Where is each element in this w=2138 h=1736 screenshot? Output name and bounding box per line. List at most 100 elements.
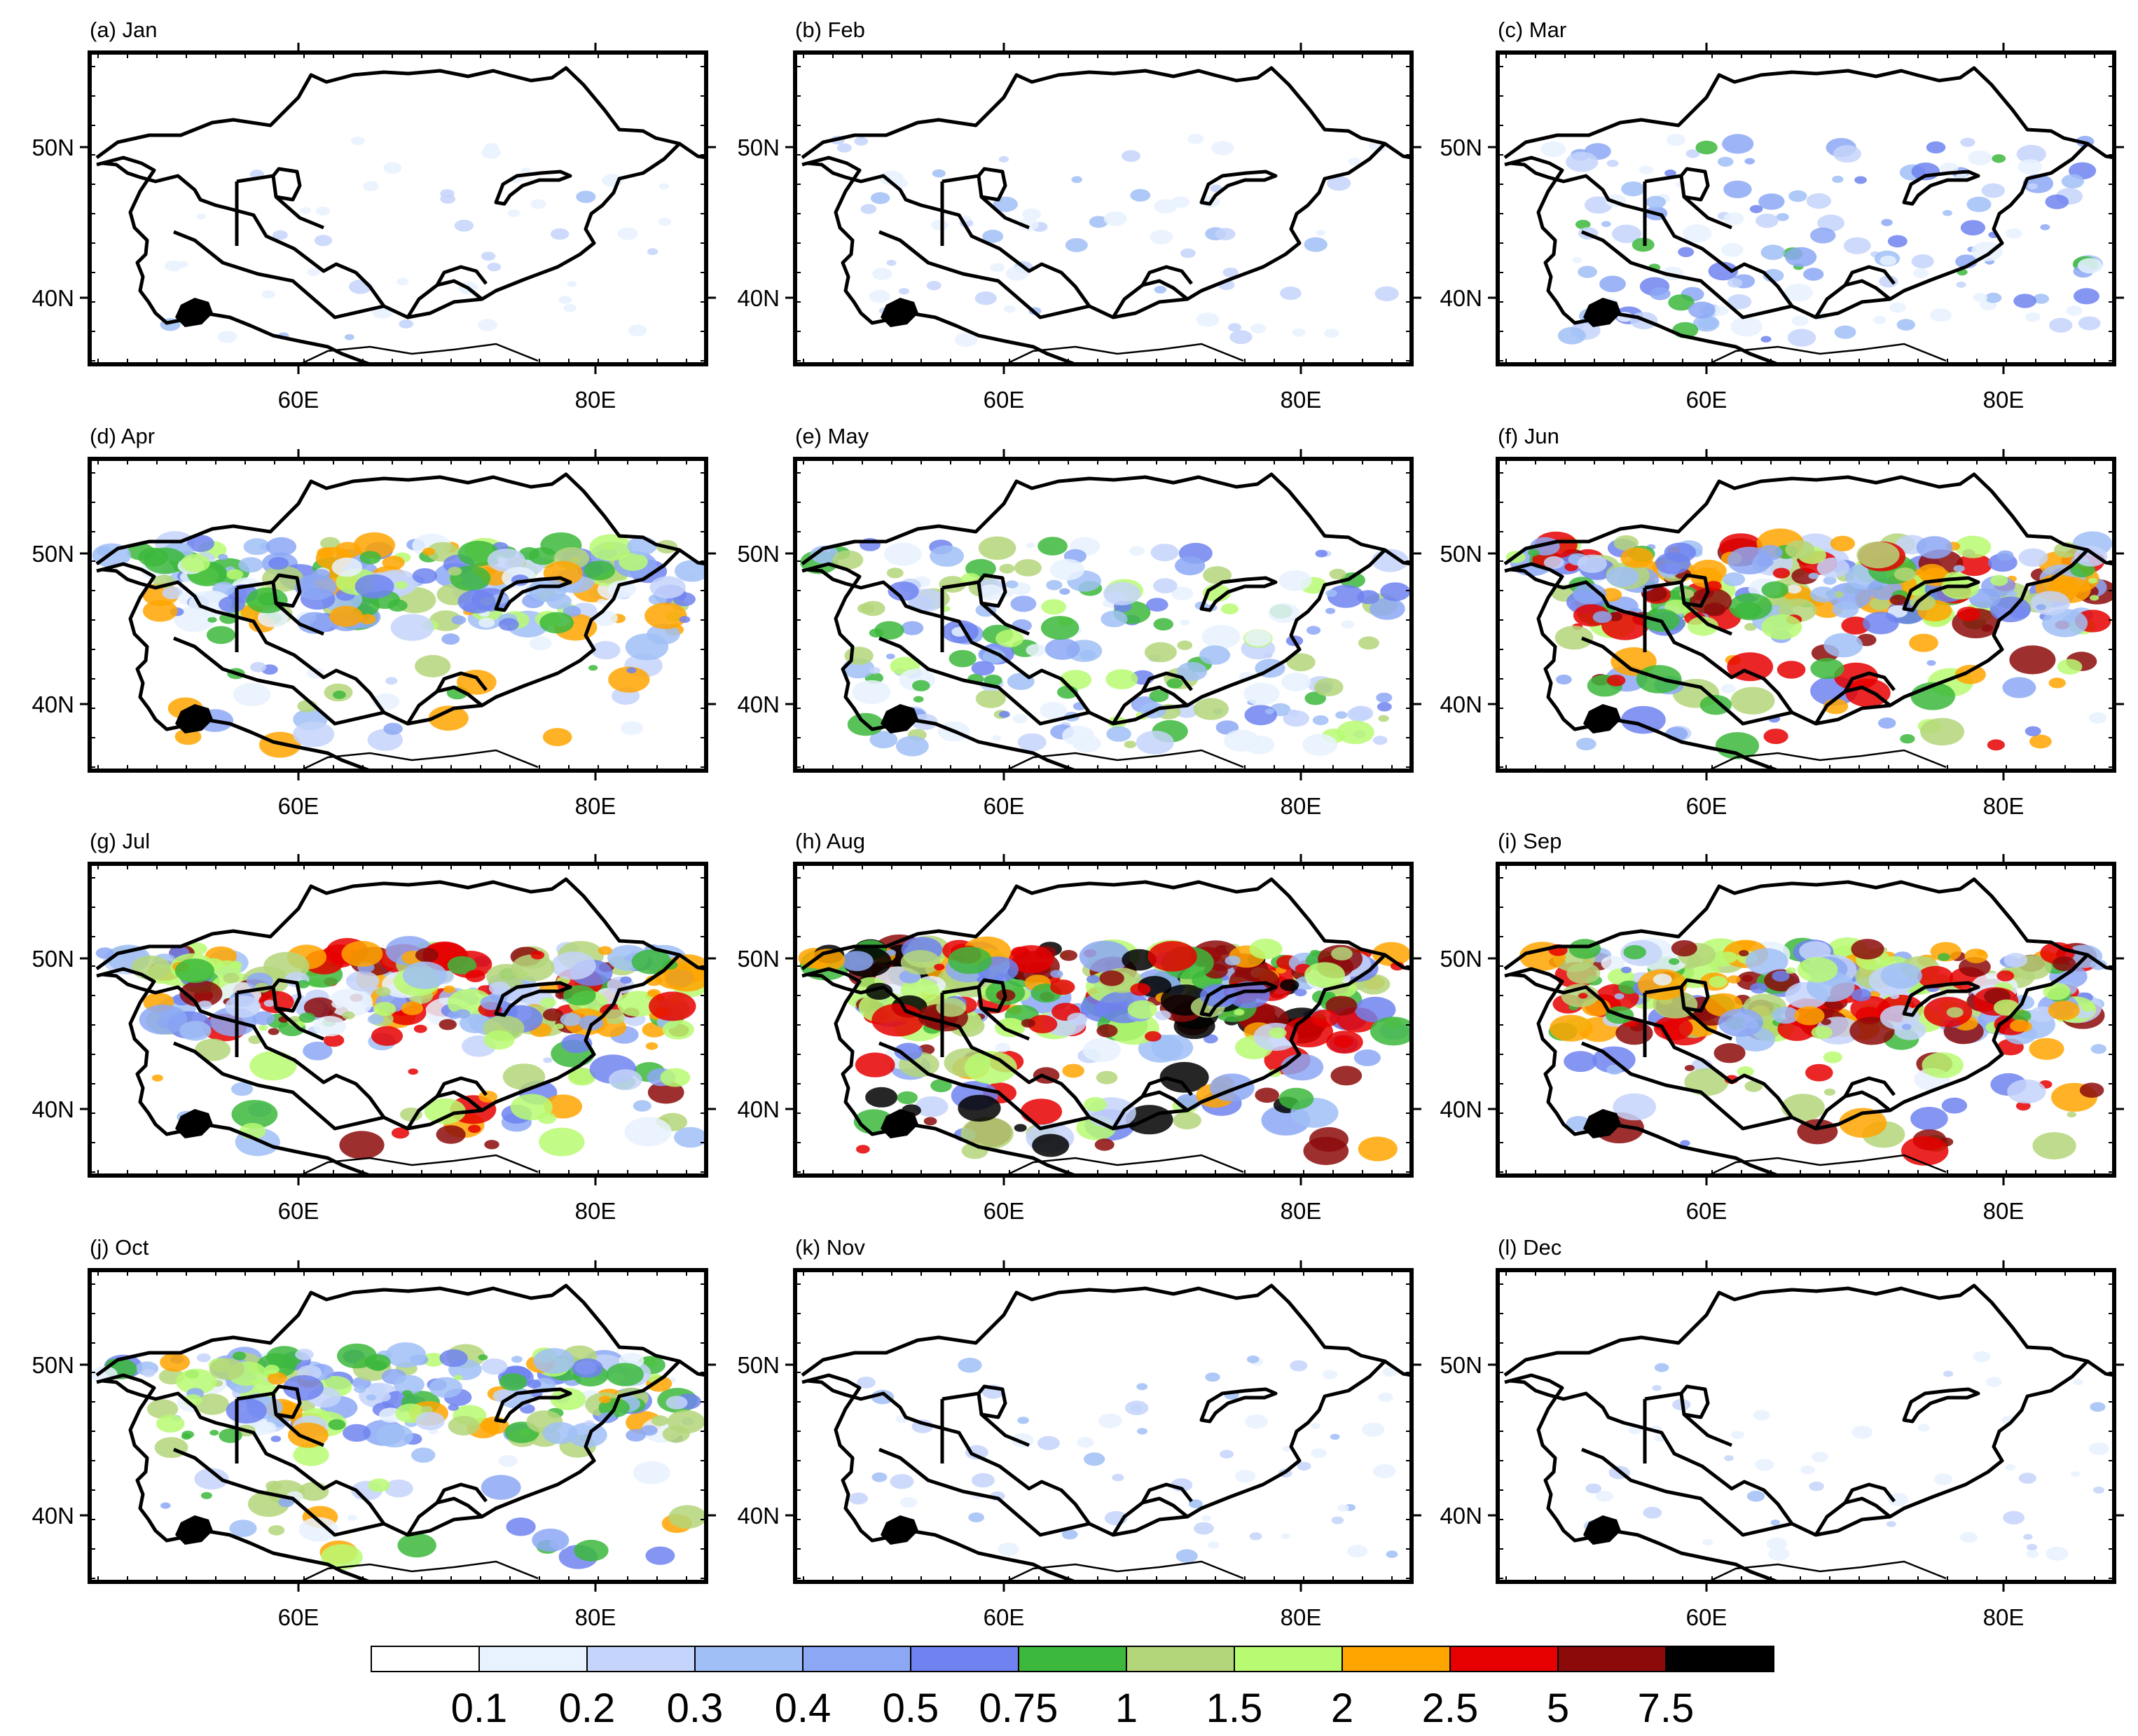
map-panel: (b) Feb 50N 40N 60E 80E xyxy=(737,18,1421,413)
precip-blob xyxy=(2007,1079,2046,1104)
colorbar-label: 0.5 xyxy=(883,1686,939,1731)
lat-label: 40N xyxy=(1440,691,1482,717)
precip-blob xyxy=(375,1392,391,1402)
precip-blob xyxy=(2025,312,2041,322)
precip-blob xyxy=(542,1421,578,1445)
precip-blob xyxy=(886,259,897,266)
precip-blob xyxy=(664,963,706,992)
precip-blob xyxy=(394,581,408,589)
map-frame xyxy=(793,457,1414,773)
precip-blob xyxy=(1823,1088,1836,1096)
precip-blob xyxy=(1823,576,1837,585)
precip-blob xyxy=(1153,618,1173,631)
precip-blob xyxy=(1223,729,1260,752)
precip-blob xyxy=(1956,553,1992,577)
precip-blob xyxy=(964,1051,1017,1084)
precip-blob xyxy=(375,986,391,997)
precip-blob xyxy=(179,980,223,1007)
precip-blob xyxy=(1811,1026,1833,1040)
precip-blob xyxy=(1791,315,1809,326)
precip-blob xyxy=(1005,580,1019,588)
precip-blob xyxy=(313,1016,347,1037)
panel-title: (d) Apr xyxy=(90,424,155,448)
precip-blob xyxy=(2079,1082,2104,1098)
map-frame xyxy=(793,862,1414,1178)
precip-blob xyxy=(333,690,346,699)
precip-blob xyxy=(1556,674,1572,685)
precip-blob xyxy=(232,1351,247,1360)
precip-blob xyxy=(1960,137,1975,147)
precip-blob xyxy=(679,616,691,624)
precip-blob xyxy=(532,1528,570,1552)
precip-blob xyxy=(1103,211,1127,226)
precip-blob xyxy=(982,649,1006,664)
country-borders xyxy=(1505,68,2114,364)
precip-blob xyxy=(606,1363,644,1386)
precip-blob xyxy=(537,1112,557,1124)
precip-blob xyxy=(1281,1054,1324,1081)
precip-blob xyxy=(998,156,1009,163)
precip-blob xyxy=(1124,740,1137,748)
precip-blob xyxy=(2005,228,2022,239)
precip-blob xyxy=(589,534,633,561)
precip-blob xyxy=(1329,568,1346,579)
precip-blob xyxy=(1037,537,1068,556)
precip-blob xyxy=(268,1525,285,1536)
precip-blob xyxy=(1341,620,1355,629)
precip-blob xyxy=(1244,705,1277,726)
precip-blob xyxy=(312,569,331,581)
map-frame xyxy=(88,862,708,1178)
precip-blob xyxy=(195,1393,230,1415)
precip-blob xyxy=(958,1094,1001,1122)
precip-blob xyxy=(2042,609,2088,638)
precip-blob xyxy=(1889,594,1907,605)
precip-blob xyxy=(975,689,1006,708)
precip-blob xyxy=(1098,1413,1122,1428)
precip-blob xyxy=(209,1358,244,1380)
lat-label: 40N xyxy=(1440,285,1482,311)
precip-blob xyxy=(931,219,949,230)
precip-blob xyxy=(448,567,462,576)
precip-blob xyxy=(584,1420,594,1426)
precip-blob xyxy=(1306,626,1321,635)
precip-blob xyxy=(1122,150,1140,163)
precip-blob xyxy=(1302,733,1338,756)
precip-blob xyxy=(1723,572,1746,586)
precip-blob xyxy=(542,1008,563,1021)
precip-blob xyxy=(1205,1372,1220,1382)
precip-blob xyxy=(1211,141,1234,156)
precip-blob xyxy=(1290,1360,1308,1372)
lat-label: 50N xyxy=(737,1352,780,1378)
colorbar-swatch xyxy=(1557,1646,1667,1672)
precip-blob xyxy=(2090,1044,2106,1054)
precip-blob xyxy=(1062,725,1095,746)
precip-blob xyxy=(1830,535,1856,551)
map-panel: (h) Aug 50N 40N 60E 80E xyxy=(737,829,1421,1224)
precip-blob xyxy=(1005,266,1029,281)
precipitation-field xyxy=(95,936,706,1159)
precip-blob xyxy=(1723,212,1744,226)
precip-blob xyxy=(1282,1446,1292,1452)
precip-blob xyxy=(402,1390,413,1397)
map-panel: (g) Jul 50N 40N 60E 80E xyxy=(32,829,716,1224)
precip-blob xyxy=(481,1358,508,1375)
precip-blob xyxy=(1805,1063,1833,1082)
precip-blob xyxy=(968,1512,984,1523)
precip-blob xyxy=(1879,275,1898,288)
colorbar-swatch xyxy=(1018,1646,1127,1672)
precip-blob xyxy=(913,696,924,703)
precip-blob xyxy=(186,535,214,552)
precip-blob xyxy=(188,590,232,618)
precip-blob xyxy=(422,1353,445,1367)
colorbar-label: 1.5 xyxy=(1206,1686,1263,1731)
precip-blob xyxy=(511,1356,523,1363)
precip-blob xyxy=(809,949,846,971)
precip-blob xyxy=(1964,949,1988,963)
precip-blob xyxy=(200,1492,212,1499)
precip-blob xyxy=(660,1068,691,1087)
precip-blob xyxy=(455,1009,471,1019)
precip-blob xyxy=(563,304,577,312)
precip-blob xyxy=(1221,603,1239,614)
precip-blob xyxy=(1612,224,1641,243)
precip-blob xyxy=(626,667,637,674)
